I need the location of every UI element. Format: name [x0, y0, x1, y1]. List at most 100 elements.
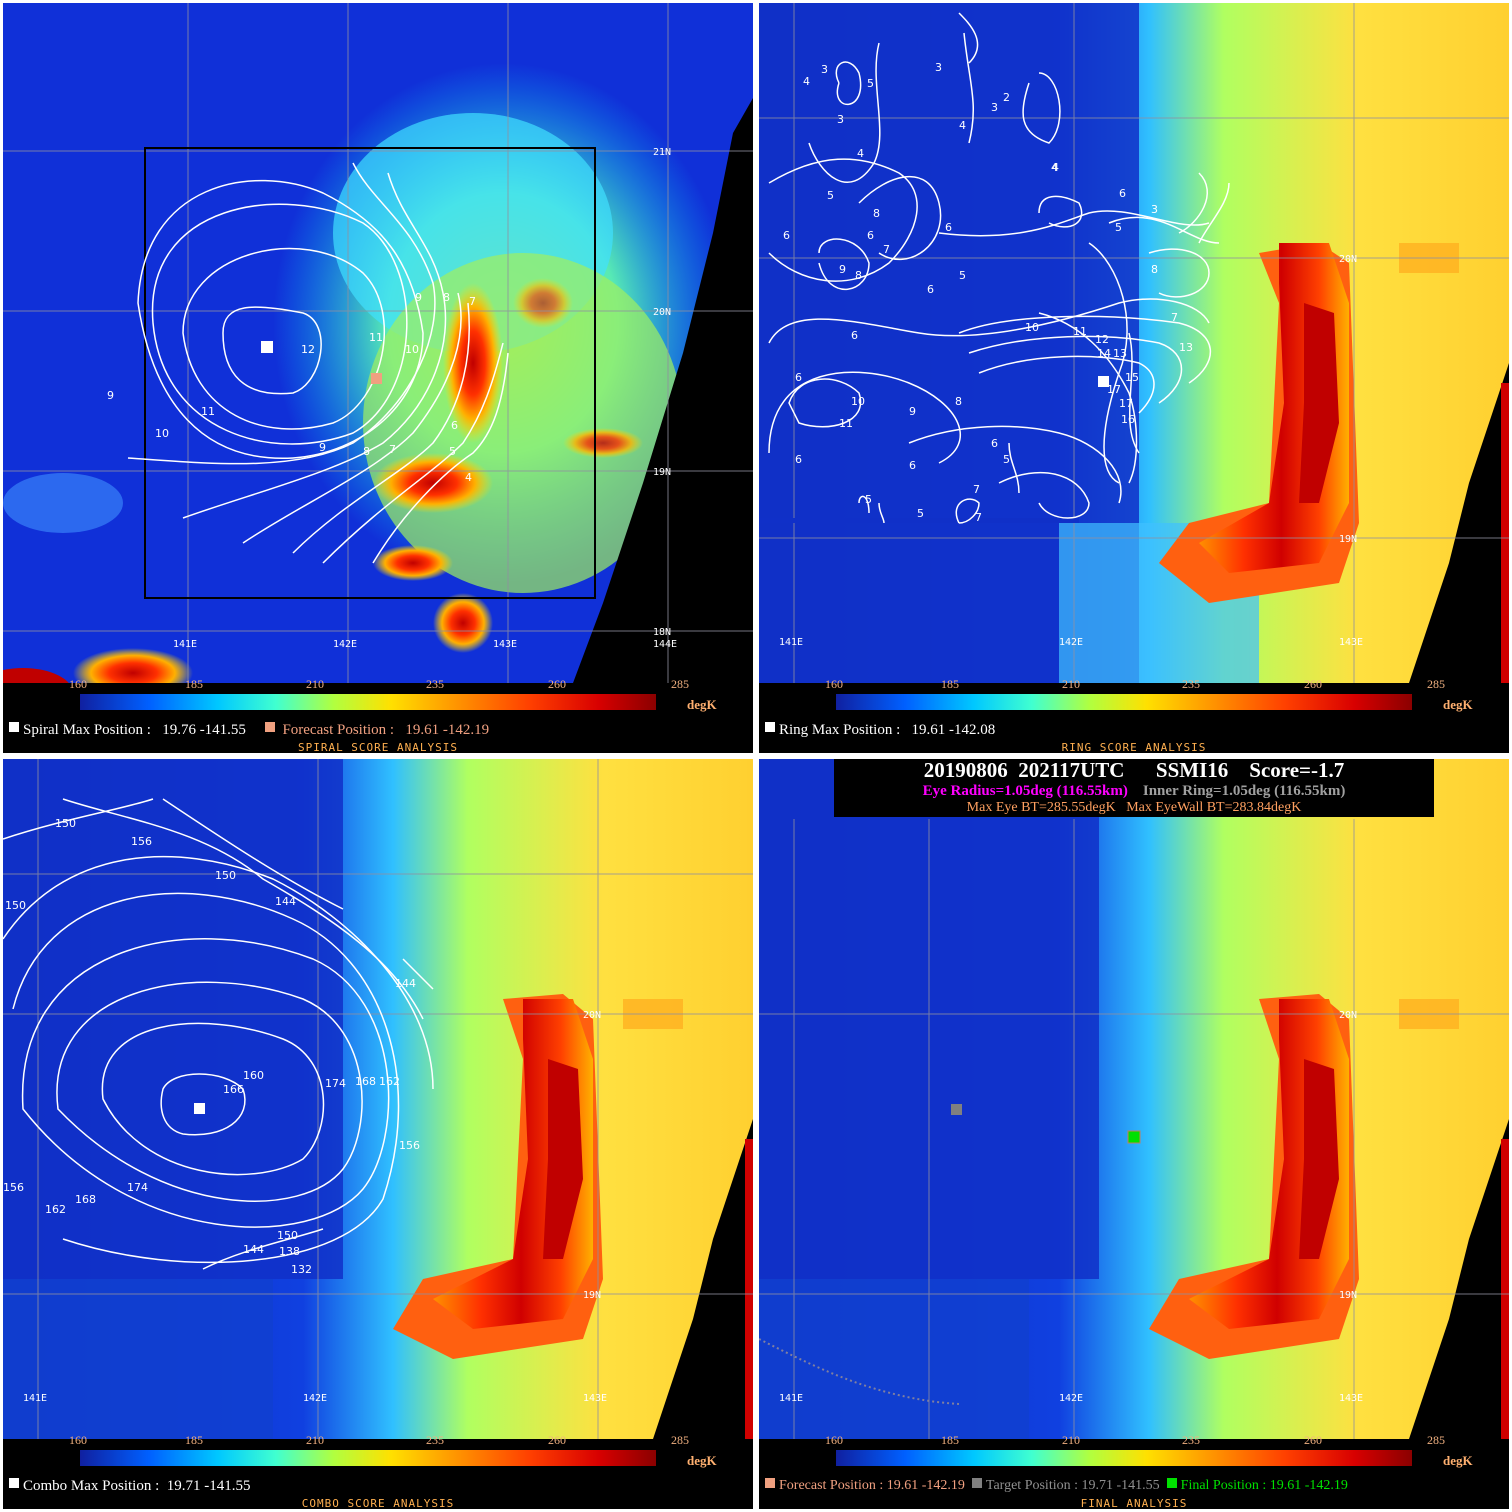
svg-text:3: 3: [821, 63, 828, 76]
forecast-swatch: [765, 1478, 775, 1488]
colorbar-unit: degK: [1443, 697, 1473, 712]
svg-text:4: 4: [1052, 161, 1059, 174]
ring-map: 20N 19N 141E 142E 143E: [759, 3, 1509, 683]
lat-label-19n: 19N: [653, 467, 671, 478]
lon-label-143e: 143E: [493, 639, 517, 650]
combo-contours: [3, 798, 434, 1270]
svg-text:10: 10: [1025, 321, 1039, 334]
colorbar-tick: 210: [1062, 1433, 1080, 1447]
svg-text:6: 6: [783, 229, 790, 242]
forecast-value: 19.61 -142.19: [405, 722, 490, 738]
spiral-contour-labels: 12 11 10 9 8 7 6 5 4 11 10 9 8 7 9: [107, 291, 476, 484]
lat-label-20n: 20N: [1339, 1010, 1357, 1021]
final-map: 20N 19N 141E 142E 143E: [759, 759, 1509, 1439]
spiral-max-label: Spiral Max Position :: [23, 722, 151, 738]
colorbar-tick: 260: [548, 677, 566, 691]
colorbar-tick: 210: [306, 677, 324, 691]
svg-text:9: 9: [415, 291, 422, 304]
svg-text:5: 5: [917, 507, 924, 520]
analysis-box: [144, 147, 596, 599]
lon-label-143e: 143E: [1339, 637, 1363, 648]
svg-text:14: 14: [1097, 347, 1111, 360]
final-marker: [1127, 1130, 1141, 1144]
colorbar: [835, 1449, 1413, 1467]
svg-text:7: 7: [975, 511, 982, 524]
ring-info: Ring Max Position : 19.61 -142.08: [765, 722, 995, 739]
target-marker: [951, 1104, 962, 1115]
spiral-caption: SPIRAL SCORE ANALYSIS: [297, 741, 459, 753]
svg-text:10: 10: [405, 343, 419, 356]
svg-text:7: 7: [1171, 311, 1178, 324]
forecast-marker: [371, 373, 382, 384]
colorbar-tick: 210: [1062, 677, 1080, 691]
final-swatch: [1166, 1478, 1177, 1488]
svg-text:6: 6: [991, 437, 998, 450]
svg-text:6: 6: [451, 419, 458, 432]
spiral-max-marker: [261, 341, 273, 353]
svg-text:6: 6: [867, 229, 874, 242]
svg-text:150: 150: [55, 817, 76, 830]
svg-text:166: 166: [223, 1083, 244, 1096]
ring-contour-labels: 4 3 5 3 2 3 3 4 4 4 5 6 6 9 8 7 6 5 6 8 …: [783, 61, 1193, 524]
combo-contour-labels: 150 156 150 150 144 144 160 166 174 168 …: [3, 817, 420, 1276]
lat-label-20n: 20N: [1339, 254, 1357, 265]
svg-text:9: 9: [107, 389, 114, 402]
colorbar-tick: 285: [671, 1433, 689, 1447]
svg-text:5: 5: [449, 445, 456, 458]
combo-info: Combo Max Position : 19.71 -141.55: [9, 1478, 251, 1495]
svg-text:8: 8: [443, 291, 450, 304]
combo-caption: COMBO SCORE ANALYSIS: [301, 1497, 455, 1509]
lat-label-18n: 18N: [653, 627, 671, 638]
combo-panel: 20N 19N 141E 142E 143E 150 156 150 150 1…: [3, 759, 753, 1509]
colorbar-tick: 185: [941, 1433, 959, 1447]
eye-radius-text: Eye Radius=1.05deg (116.55km): [922, 783, 1128, 799]
svg-text:11: 11: [1073, 325, 1087, 338]
svg-text:3: 3: [935, 61, 942, 74]
target-swatch: [971, 1478, 982, 1488]
colorbar-tick: 210: [306, 1433, 324, 1447]
svg-text:2: 2: [1003, 91, 1010, 104]
ring-max-marker: [1098, 376, 1109, 387]
lon-label-141e: 141E: [173, 639, 197, 650]
svg-text:168: 168: [75, 1193, 96, 1206]
svg-text:16: 16: [1121, 413, 1135, 426]
svg-text:5: 5: [865, 493, 872, 506]
colorbar-tick: 235: [426, 677, 444, 691]
spiral-max-swatch: [9, 722, 19, 732]
svg-text:8: 8: [855, 269, 862, 282]
svg-text:8: 8: [955, 395, 962, 408]
lat-label-21n: 21N: [653, 147, 671, 158]
svg-text:8: 8: [873, 207, 880, 220]
svg-text:156: 156: [3, 1181, 24, 1194]
lon-label-141e: 141E: [779, 637, 803, 648]
colorbar-unit: degK: [1443, 1453, 1473, 1468]
lon-label-142e: 142E: [1059, 637, 1083, 648]
colorbar-tick: 260: [1304, 1433, 1322, 1447]
forecast-position: Forecast Position : 19.61 -142.19: [779, 1478, 965, 1493]
lon-label-143e: 143E: [583, 1393, 607, 1404]
svg-text:5: 5: [1115, 221, 1122, 234]
svg-text:150: 150: [277, 1229, 298, 1242]
final-info: Forecast Position : 19.61 -142.19 Target…: [765, 1478, 1348, 1494]
svg-text:4: 4: [1051, 161, 1058, 174]
colorbar: [835, 693, 1413, 711]
spiral-info: Spiral Max Position : 19.76 -141.55 Fore…: [9, 722, 489, 739]
svg-text:11: 11: [369, 331, 383, 344]
colorbar: [79, 1449, 657, 1467]
svg-text:4: 4: [803, 75, 810, 88]
colorbar-tick: 235: [1182, 1433, 1200, 1447]
svg-text:6: 6: [795, 371, 802, 384]
colorbar-tick: 160: [825, 677, 843, 691]
svg-text:5: 5: [867, 77, 874, 90]
spiral-map: 21N 20N 19N 18N 141E 142E 143E 144E 12 1…: [3, 3, 753, 683]
svg-text:8: 8: [363, 445, 370, 458]
svg-text:12: 12: [1095, 333, 1109, 346]
svg-text:150: 150: [5, 899, 26, 912]
svg-text:144: 144: [243, 1243, 264, 1256]
svg-text:156: 156: [399, 1139, 420, 1152]
colorbar-tick: 285: [1427, 677, 1445, 691]
final-position: Final Position : 19.61 -142.19: [1180, 1478, 1348, 1493]
colorbar-unit: degK: [687, 697, 717, 712]
colorbar-tick: 285: [671, 677, 689, 691]
lat-label-20n: 20N: [653, 307, 671, 318]
